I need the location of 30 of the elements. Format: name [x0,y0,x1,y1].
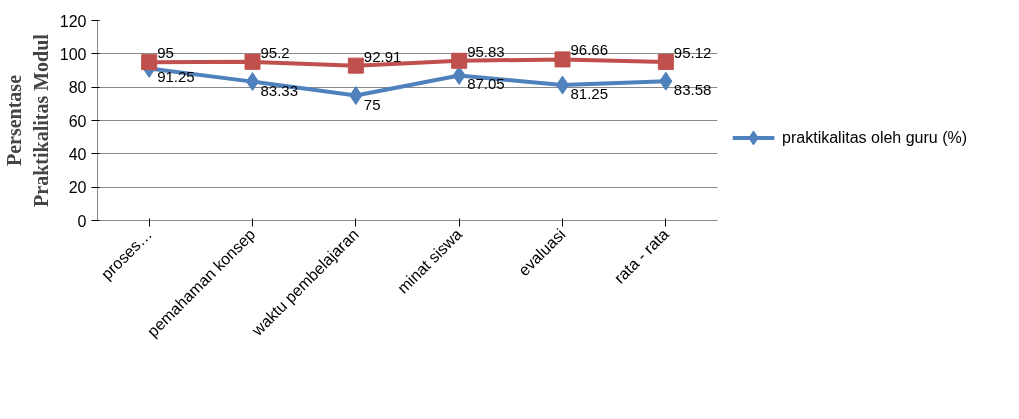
legend-label: praktikalitas oleh guru (%) [782,129,968,147]
data-label: 75 [363,95,381,113]
data-label: 92.91 [363,47,402,65]
y-tick-label: 80 [68,79,87,97]
data-label: 96.66 [570,41,609,59]
point [554,51,571,68]
point [347,57,364,74]
data-label: 95 [157,44,174,62]
data-label: 83.33 [260,81,299,99]
data-label: 91.25 [157,68,195,86]
data-label: 83.58 [673,81,712,99]
y-tick-label: 20 [68,179,87,197]
point [659,71,673,91]
y-axis-title: Persentase Praktikalitas Modul [3,33,52,207]
y-tick-label: 40 [68,145,87,163]
point [451,52,468,69]
point [349,86,363,105]
point [657,53,674,70]
y-tick-label: 100 [59,45,87,63]
point [244,53,261,70]
y-tick-label: 0 [77,212,87,230]
data-label: 81.25 [570,85,609,103]
data-label: 95.83 [467,42,505,60]
data-label: 95.12 [673,43,712,61]
y-tick-label: 60 [68,112,87,130]
point [141,54,158,71]
x-tick-label: rata - rata [610,225,672,287]
data-label: 95.2 [260,43,290,61]
y-tick-label: 120 [59,12,87,30]
data-label: 87.05 [467,75,505,93]
